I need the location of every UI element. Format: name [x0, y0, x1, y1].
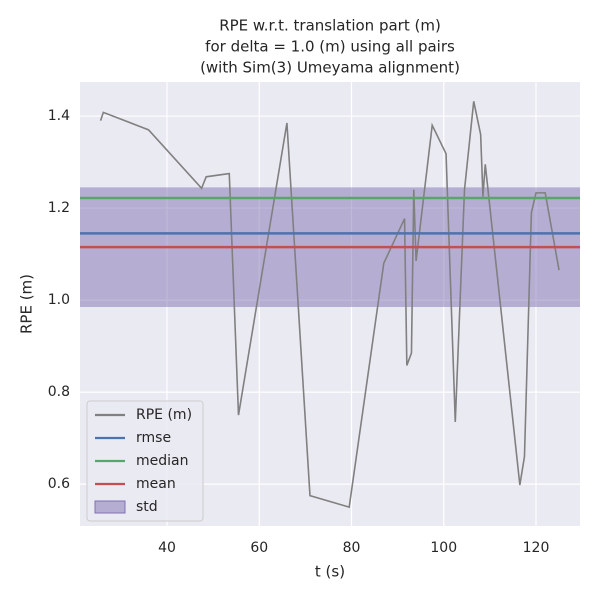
data-line: [99, 101, 560, 509]
x-axis-label: t (s): [315, 563, 345, 581]
legend-label: mean: [136, 476, 176, 492]
x-tick-label: 120: [523, 540, 550, 556]
y-tick-label: 1.4: [48, 108, 70, 124]
legend-label: median: [136, 453, 188, 469]
legend-swatch: [94, 500, 126, 514]
chart-title: RPE w.r.t. translation part (m): [219, 17, 441, 35]
x-tick-label: 100: [430, 540, 457, 556]
x-tick-label: 80: [343, 540, 361, 556]
legend-label: std: [136, 499, 158, 515]
x-tick-label: 60: [250, 540, 268, 556]
legend-box: [86, 400, 204, 522]
chart-title: for delta = 1.0 (m) using all pairs: [205, 38, 455, 56]
legend-label: RPE (m): [136, 407, 192, 423]
y-tick-label: 0.6: [48, 476, 70, 492]
y-tick-label: 0.8: [48, 384, 70, 400]
y-axis-label: RPE (m): [18, 274, 36, 334]
legend-label: rmse: [136, 430, 171, 446]
chart-title: (with Sim(3) Umeyama alignment): [200, 59, 460, 77]
x-tick-label: 40: [158, 540, 176, 556]
y-tick-label: 1.0: [48, 292, 70, 308]
y-tick-label: 1.2: [48, 200, 70, 216]
